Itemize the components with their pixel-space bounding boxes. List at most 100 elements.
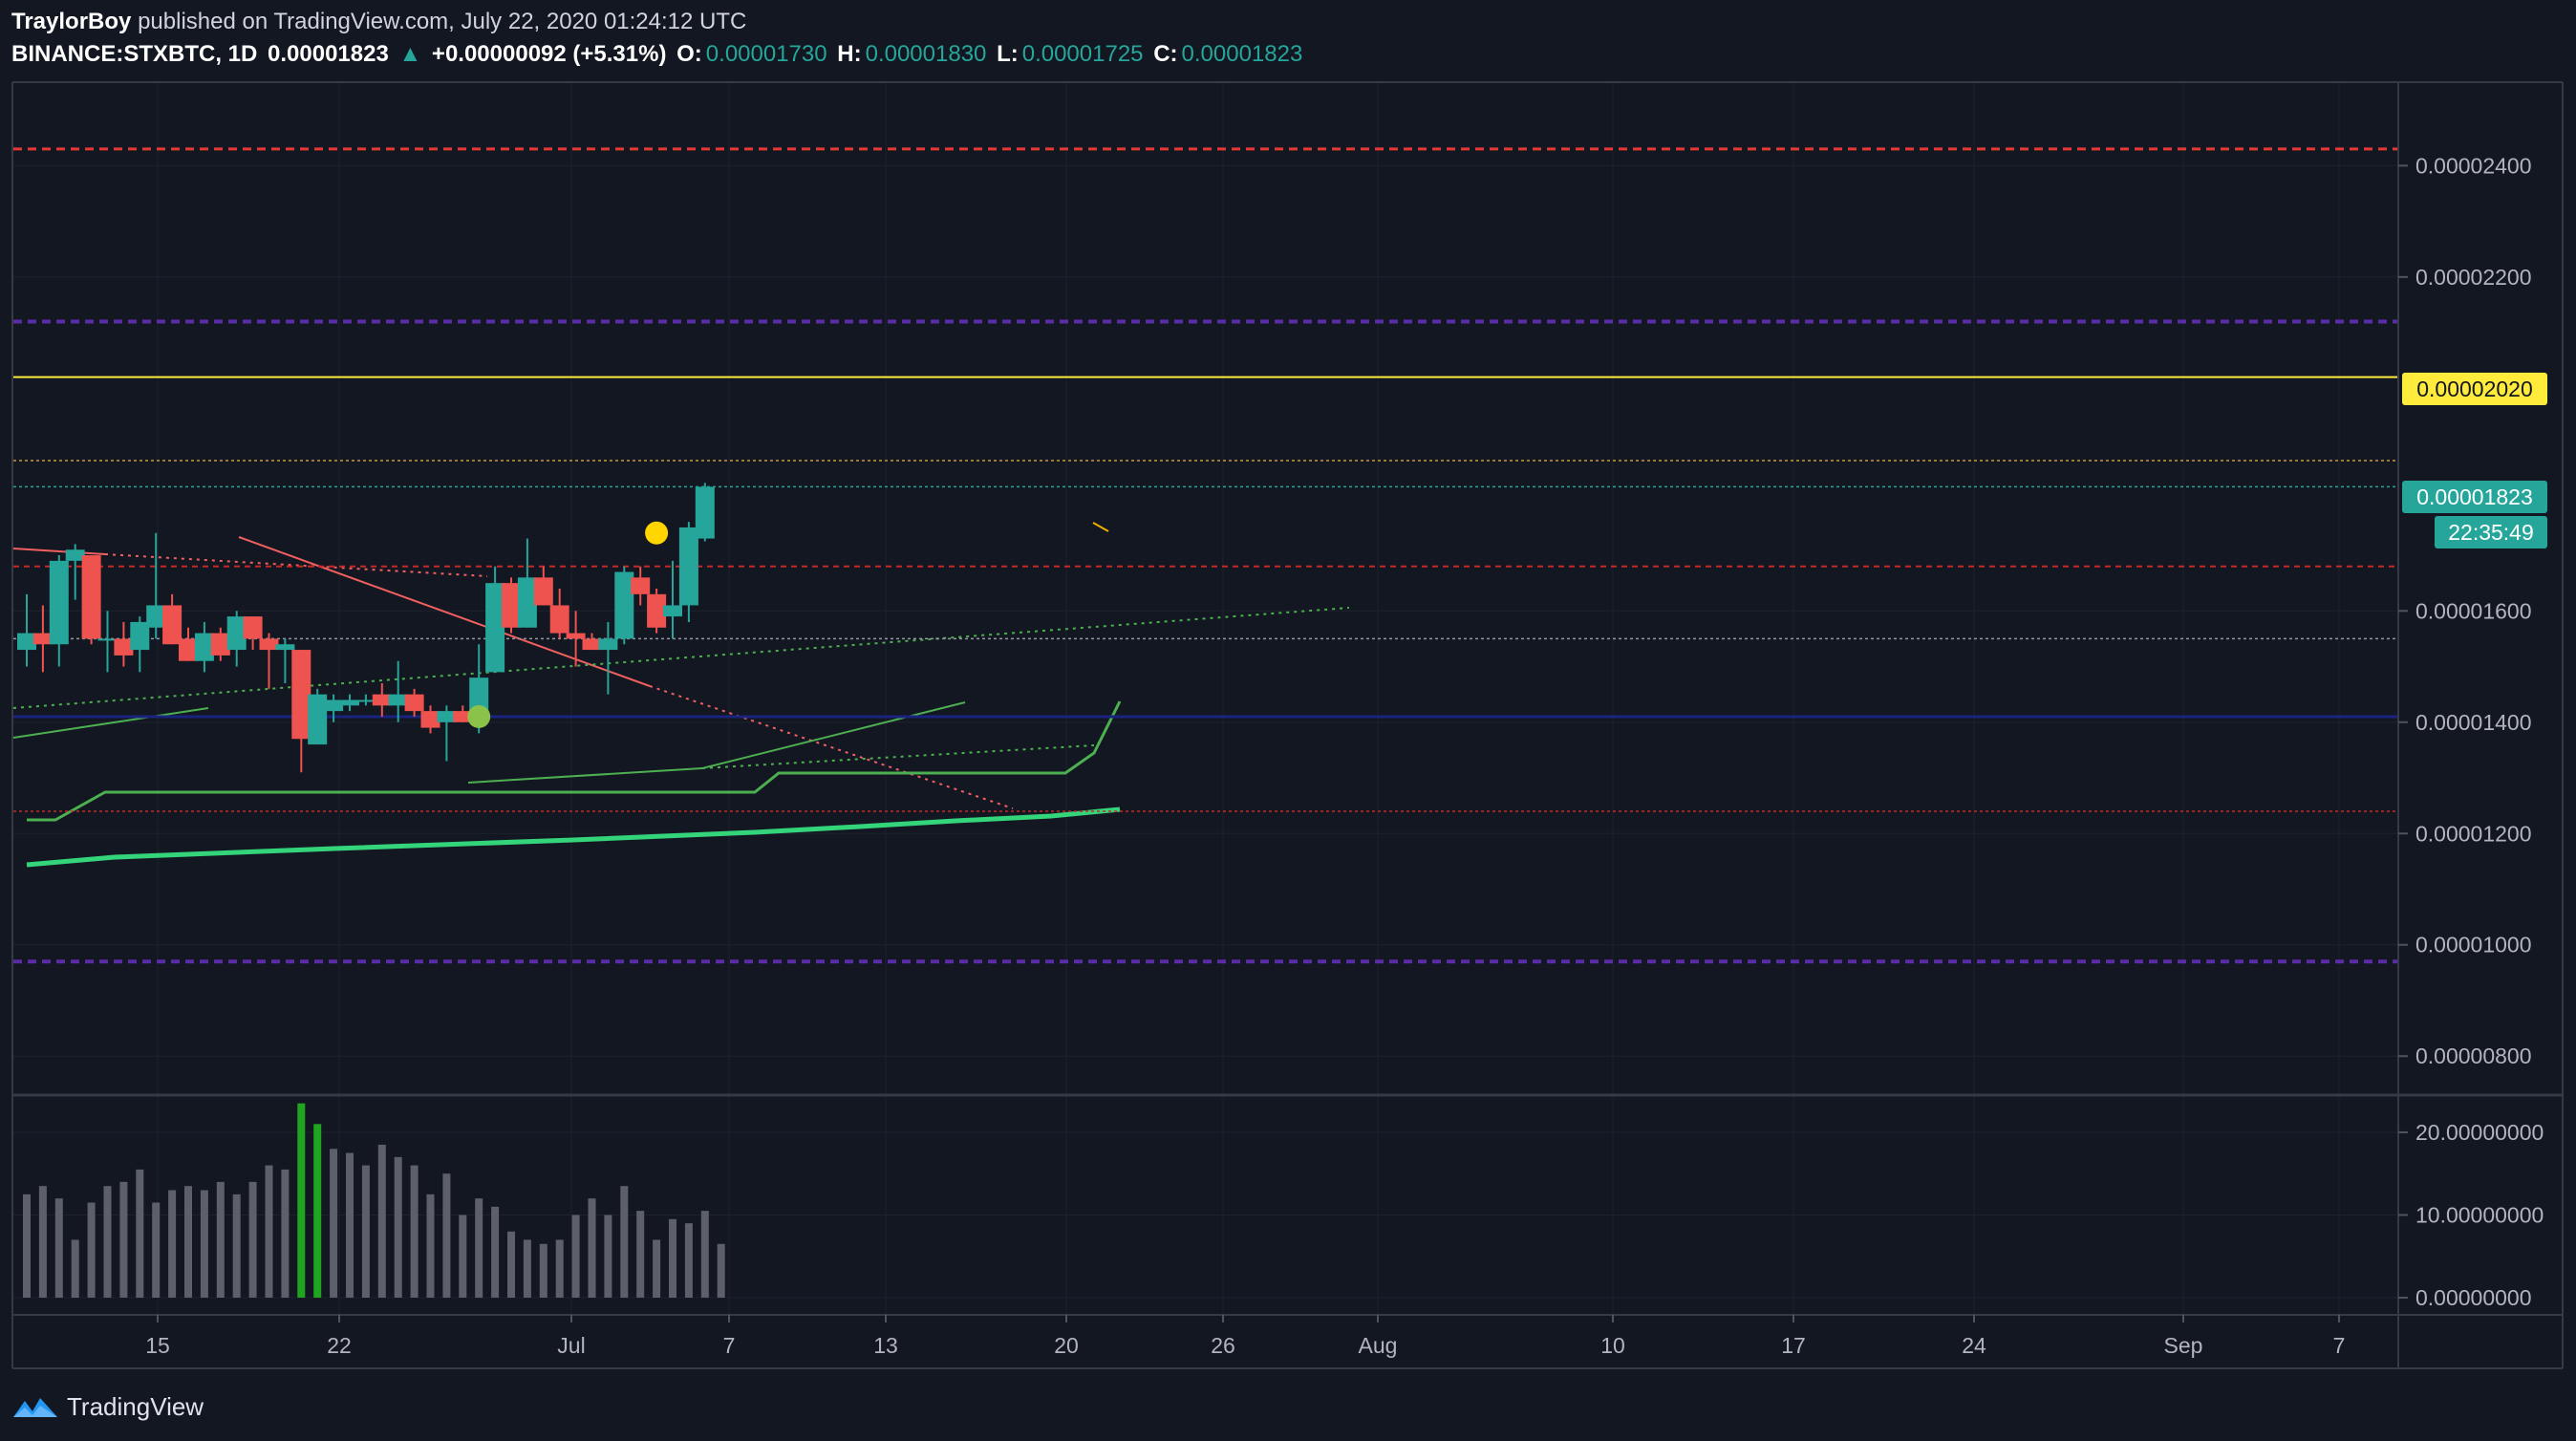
candle-body[interactable] <box>420 711 440 728</box>
price-axis[interactable]: 0.00002400 0.00002200 0.00001600 0.00001400… <box>2398 153 2532 1068</box>
moving-average-line[interactable] <box>26 807 1121 868</box>
candle-body[interactable] <box>130 621 150 651</box>
candle-body[interactable] <box>308 694 328 745</box>
green-trend[interactable] <box>467 767 703 784</box>
uptrend-line[interactable] <box>12 707 209 739</box>
volume-bar <box>410 1165 419 1298</box>
up-arrow-icon: ▲ <box>398 41 422 67</box>
downtrend-line[interactable] <box>649 685 1014 809</box>
candle-body[interactable] <box>324 699 344 712</box>
green-dot-marker[interactable] <box>467 704 491 728</box>
candle-body[interactable] <box>582 638 602 651</box>
candle-body[interactable] <box>372 694 392 706</box>
volume-bar <box>507 1231 515 1298</box>
time-tick-label: 13 <box>873 1333 898 1358</box>
time-tick-label: 7 <box>723 1333 736 1358</box>
symbol-label[interactable]: BINANCE:STXBTC, 1D <box>11 41 258 67</box>
arrow-mark[interactable] <box>1092 522 1109 532</box>
candle-body[interactable] <box>17 633 36 651</box>
candle-body[interactable] <box>437 711 457 722</box>
open-label: O: <box>676 41 702 67</box>
candle-body[interactable] <box>146 605 166 628</box>
volume-bar <box>475 1198 483 1298</box>
green-trend[interactable] <box>701 744 1095 769</box>
volume-bar <box>539 1243 547 1298</box>
candle-body[interactable] <box>566 633 586 639</box>
volume-bar <box>604 1215 612 1298</box>
volume-bar <box>377 1144 386 1298</box>
candle-body[interactable] <box>517 577 537 628</box>
candle-body[interactable] <box>32 633 53 645</box>
candle-body[interactable] <box>485 583 505 673</box>
volume-bar <box>700 1211 709 1298</box>
green-trend[interactable] <box>701 701 966 769</box>
low-value: 0.00001725 <box>1021 41 1144 67</box>
candle-body[interactable] <box>404 694 424 712</box>
candle-body[interactable] <box>695 486 715 539</box>
candle-body[interactable] <box>388 694 408 706</box>
candle-body[interactable] <box>502 583 521 628</box>
volume-bar <box>684 1223 693 1298</box>
candle-body[interactable] <box>549 605 569 634</box>
candle-body[interactable] <box>678 527 698 606</box>
yellow-dot-marker[interactable] <box>645 521 669 545</box>
footer-brand[interactable]: TradingView <box>11 1387 204 1426</box>
candle-body[interactable] <box>355 699 376 702</box>
candle-body[interactable] <box>614 571 634 639</box>
volume-bar <box>216 1181 225 1298</box>
alert-price-tag[interactable] <box>2402 373 2547 405</box>
candle-body[interactable] <box>453 711 473 722</box>
candle-body[interactable] <box>81 555 101 639</box>
candle-body[interactable] <box>194 633 214 661</box>
candle-body[interactable] <box>259 638 279 651</box>
last-price-tag[interactable] <box>2402 481 2547 513</box>
time-tick-label: 10 <box>1600 1333 1625 1358</box>
volume-bar <box>23 1194 31 1298</box>
candle-body[interactable] <box>226 616 247 651</box>
high-label: H: <box>837 41 862 67</box>
candle-body[interactable] <box>291 650 311 740</box>
chart-header: TraylorBoy published on TradingView.com,… <box>11 6 1306 71</box>
time-axis[interactable]: 15 22 Jul 7 13 20 26 Aug 10 17 24 Sep 7 <box>145 1315 2345 1358</box>
candle-body[interactable] <box>97 638 118 641</box>
candle-body[interactable] <box>631 577 651 594</box>
candle-body[interactable] <box>243 616 263 639</box>
support-line[interactable] <box>12 607 1350 709</box>
candle-body[interactable] <box>533 577 553 606</box>
candle-body[interactable] <box>179 638 198 661</box>
volume-bar <box>38 1186 47 1298</box>
candle-body[interactable] <box>275 644 295 651</box>
chart-frame <box>11 81 2564 1369</box>
candle-body[interactable] <box>647 593 667 628</box>
author-name[interactable]: TraylorBoy <box>11 9 132 34</box>
candle-body[interactable] <box>114 638 134 656</box>
time-tick-label: 15 <box>145 1333 170 1358</box>
candle-body[interactable] <box>49 560 69 645</box>
last-price: 0.00001823 <box>268 41 389 67</box>
candle-body[interactable] <box>210 633 230 656</box>
supertrend-line[interactable] <box>27 700 1122 822</box>
trend-line[interactable] <box>104 553 488 577</box>
candle-body[interactable] <box>162 605 182 645</box>
downtrend-line[interactable] <box>238 536 651 687</box>
time-tick-label: 20 <box>1054 1333 1079 1358</box>
candle-body[interactable] <box>65 549 85 561</box>
candle-body[interactable] <box>598 638 618 651</box>
volume-bar <box>152 1202 161 1298</box>
volume-bar <box>588 1198 596 1298</box>
volume-axis[interactable]: 20.00000000 10.00000000 0.00000000 <box>2398 1120 2544 1310</box>
volume-tick-label: 10.00000000 <box>2415 1202 2544 1227</box>
volume-bar <box>571 1215 580 1298</box>
volume-bar <box>620 1186 629 1298</box>
volume-bar <box>248 1181 257 1298</box>
trend-line[interactable] <box>12 548 106 555</box>
tradingview-logo-icon <box>13 1398 57 1417</box>
time-tick-label: Aug <box>1359 1333 1398 1358</box>
drawing-layer <box>12 522 1350 868</box>
candle-body[interactable] <box>663 605 682 617</box>
candle-body[interactable] <box>340 699 359 706</box>
time-tick-label: Sep <box>2164 1333 2203 1358</box>
change-value: +0.00000092 (+5.31%) <box>431 41 667 67</box>
event-markers <box>467 521 669 728</box>
